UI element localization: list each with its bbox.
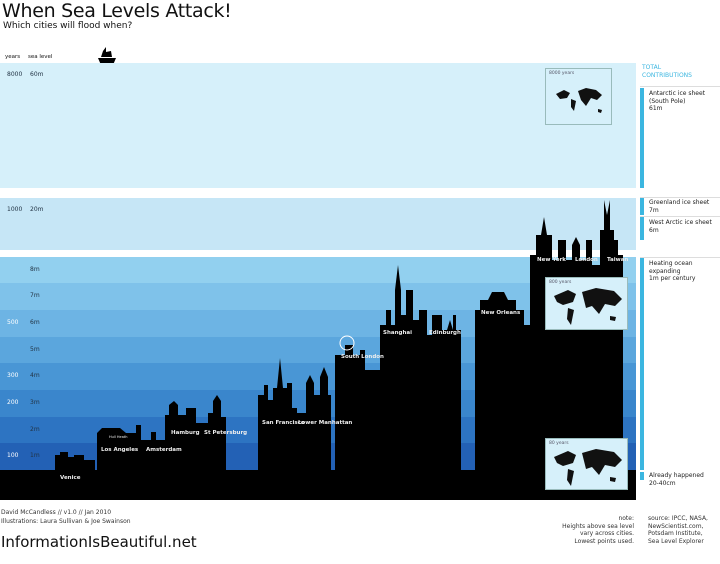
- world-map-800-years: 800 years: [545, 277, 628, 330]
- contribution-bar-west-arctic: [640, 217, 644, 240]
- contribution-bar-already: [640, 472, 644, 480]
- city-skyline: [0, 200, 636, 500]
- note-line: Lowest points used.: [574, 537, 634, 545]
- years-label: 8000: [7, 71, 23, 78]
- contribution-ocean: Heating ocean expanding 1m per century: [649, 260, 696, 282]
- years-label: 1000: [7, 206, 23, 213]
- sea-level-label: 20m: [30, 206, 44, 213]
- years-column-header: years: [5, 54, 21, 60]
- contribution-bar-greenland: [640, 198, 644, 215]
- contribution-west-arctic: West Arctic ice sheet 6m: [649, 219, 712, 234]
- source-line: NewScientist.com,: [648, 522, 704, 530]
- city-label: Edinburgh: [429, 330, 461, 336]
- page-subtitle: Which cities will flood when?: [3, 21, 133, 31]
- city-label: South London: [341, 354, 384, 360]
- footer-note: note: Heights above sea level vary across …: [562, 515, 634, 545]
- city-label: Shanghai: [383, 330, 412, 336]
- years-label: 300: [7, 372, 19, 379]
- ship-icon: [98, 47, 116, 65]
- world-map-8000-years: 8000 years: [545, 68, 612, 125]
- contribution-bar-antarctic: [640, 88, 644, 188]
- world-map-icon: [554, 288, 622, 325]
- city-label: San Francisco: [262, 420, 305, 426]
- city-small-label: Hull Heath: [109, 435, 128, 439]
- sea-level-band: 8000 60m: [0, 63, 636, 188]
- sea-level-band: 1000 20m: [0, 198, 636, 250]
- city-label: St Petersburg: [204, 430, 248, 436]
- sea-level-label: 5m: [30, 346, 40, 353]
- sea-level-label: 60m: [30, 71, 44, 78]
- credit-author: David McCandless // v1.0 // Jan 2010: [1, 509, 112, 516]
- sea-level-label: 8m: [30, 266, 40, 273]
- credit-illustrations: Illustrations: Laura Sullivan & Joe Swai…: [1, 518, 131, 525]
- sea-level-label: 6m: [30, 319, 40, 326]
- title-line: CONTRIBUTIONS: [642, 71, 692, 79]
- source-line: source: IPCC, NASA,: [648, 515, 708, 522]
- city-label: Amsterdam: [146, 447, 182, 453]
- years-label: 200: [7, 399, 19, 406]
- map-label: 800 years: [549, 280, 572, 285]
- sea-level-label: 2m: [30, 426, 40, 433]
- map-label: 80 years: [549, 441, 569, 446]
- sea-level-label: 4m: [30, 372, 40, 379]
- contribution-greenland: Greenland ice sheet 7m: [649, 199, 710, 214]
- years-label: 500: [7, 319, 19, 326]
- source-line: Sea Level Explorer: [648, 537, 704, 545]
- footer-source: source: IPCC, NASA, NewScientist.com, Pots…: [648, 515, 708, 545]
- city-label: Taiwan: [607, 257, 629, 263]
- contribution-bar-ocean: [640, 258, 644, 470]
- contribution-antarctic: Antarctic ice sheet (South Pole) 61m: [649, 90, 706, 112]
- title-line: TOTAL: [642, 64, 662, 71]
- note-line: Heights above sea level: [562, 522, 634, 530]
- sea-level-column-header: sea level: [28, 54, 53, 60]
- city-label: Los Angeles: [101, 447, 139, 453]
- note-line: vary across cities.: [579, 530, 634, 537]
- sea-level-label: 1m: [30, 452, 40, 459]
- city-label: New Orleans: [481, 310, 521, 316]
- city-label: Lower Manhattan: [298, 420, 353, 426]
- sea-level-label: 7m: [30, 292, 40, 299]
- total-contributions-title: TOTAL CONTRIBUTIONS: [642, 64, 692, 79]
- city-label: London: [575, 257, 598, 263]
- source-line: Potsdam Institute,: [648, 530, 703, 537]
- world-map-80-years: 80 years: [545, 438, 628, 490]
- note-line: note:: [618, 515, 634, 522]
- city-label: Venice: [60, 475, 81, 481]
- city-label: Hamburg: [171, 430, 200, 436]
- contribution-already-happened: Already happened 20-40cm: [649, 472, 704, 487]
- map-label: 8000 years: [549, 71, 575, 76]
- world-map-icon: [554, 449, 622, 486]
- years-label: 100: [7, 452, 19, 459]
- site-logo[interactable]: InformationIsBeautiful.net: [1, 533, 197, 551]
- city-label: New York: [537, 257, 566, 263]
- world-map-icon: [556, 88, 602, 113]
- sea-level-label: 3m: [30, 399, 40, 406]
- page-title: When Sea Levels Attack!: [2, 0, 232, 22]
